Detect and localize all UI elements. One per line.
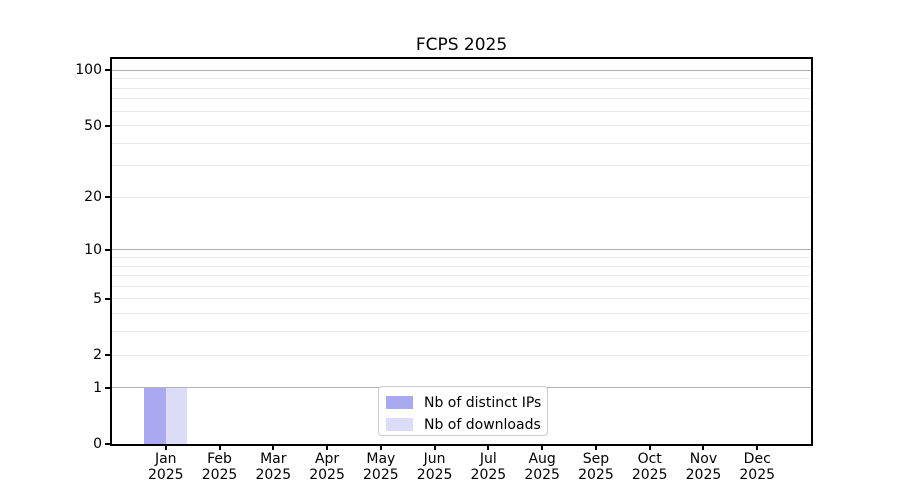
legend-label-distinct-ips: Nb of distinct IPs <box>424 394 542 411</box>
bar-nb-of-downloads-jan-2025 <box>165 387 188 444</box>
y-tick-mark <box>105 124 110 127</box>
x-tick-label: Nov 2025 <box>685 451 722 483</box>
y-tick-mark <box>105 196 110 199</box>
y-tick-mark <box>105 443 110 445</box>
x-tick-mark <box>218 445 221 450</box>
x-tick-mark <box>272 445 275 450</box>
minor-gridline <box>112 87 811 89</box>
x-tick-mark <box>164 445 167 450</box>
minor-gridline <box>112 110 811 112</box>
legend-swatch-downloads-icon <box>386 418 413 431</box>
legend-item-distinct-ips: Nb of distinct IPs <box>386 393 541 412</box>
y-tick-mark <box>105 248 110 251</box>
y-tick-label: 50 <box>84 117 102 134</box>
legend-swatch-distinct-ips-icon <box>386 396 413 409</box>
x-tick-mark <box>648 445 651 450</box>
y-tick-mark <box>105 69 110 72</box>
y-tick-label: 0 <box>93 436 102 452</box>
minor-gridline <box>112 257 811 258</box>
x-tick-label: Jul 2025 <box>470 451 507 483</box>
minor-gridline <box>112 165 811 167</box>
y-tick-mark <box>105 354 110 357</box>
x-tick-mark <box>487 445 490 450</box>
y-tick-mark <box>105 297 110 300</box>
x-tick-mark <box>756 445 759 450</box>
y-tick-label: 20 <box>84 189 102 206</box>
chart-title: FCPS 2025 <box>415 35 508 55</box>
x-tick-label: Oct 2025 <box>631 451 668 483</box>
plot-area <box>112 59 811 444</box>
major-gridline <box>112 249 811 251</box>
x-tick-mark <box>433 445 436 450</box>
x-tick-label: Feb 2025 <box>201 451 238 483</box>
minor-gridline <box>112 285 811 287</box>
y-tick-label: 1 <box>93 379 102 396</box>
x-tick-mark <box>541 445 544 450</box>
x-tick-label: Aug 2025 <box>524 451 560 483</box>
y-tick-label: 100 <box>75 62 102 79</box>
x-tick-label: Sep 2025 <box>578 451 614 483</box>
minor-gridline <box>112 142 811 144</box>
x-tick-label: Apr 2025 <box>309 451 345 483</box>
minor-gridline <box>112 313 811 315</box>
minor-gridline <box>112 354 811 356</box>
y-tick-mark <box>105 386 110 389</box>
y-tick-label: 5 <box>93 290 102 307</box>
x-tick-mark <box>702 445 705 450</box>
y-tick-label: 10 <box>84 241 102 258</box>
major-gridline <box>112 69 811 71</box>
x-tick-label: Mar 2025 <box>255 451 292 483</box>
legend-item-downloads: Nb of downloads <box>386 415 541 434</box>
x-tick-label: Jan 2025 <box>147 451 184 483</box>
minor-gridline <box>112 78 811 80</box>
x-tick-mark <box>326 445 329 450</box>
x-tick-label: Jun 2025 <box>416 451 453 483</box>
minor-gridline <box>112 298 811 300</box>
minor-gridline <box>112 331 811 333</box>
x-tick-mark <box>594 445 597 450</box>
minor-gridline <box>112 98 811 100</box>
minor-gridline <box>112 125 811 127</box>
legend-label-downloads: Nb of downloads <box>424 416 541 433</box>
y-tick-label: 2 <box>93 347 102 364</box>
legend: Nb of distinct IPs Nb of downloads <box>378 386 548 436</box>
x-tick-mark <box>379 445 382 450</box>
bar-nb-of-distinct-ips-jan-2025 <box>144 387 166 444</box>
minor-gridline <box>112 196 811 198</box>
x-tick-label: Dec 2025 <box>739 451 776 483</box>
minor-gridline <box>112 275 811 277</box>
minor-gridline <box>112 265 811 267</box>
x-tick-label: May 2025 <box>363 451 399 483</box>
